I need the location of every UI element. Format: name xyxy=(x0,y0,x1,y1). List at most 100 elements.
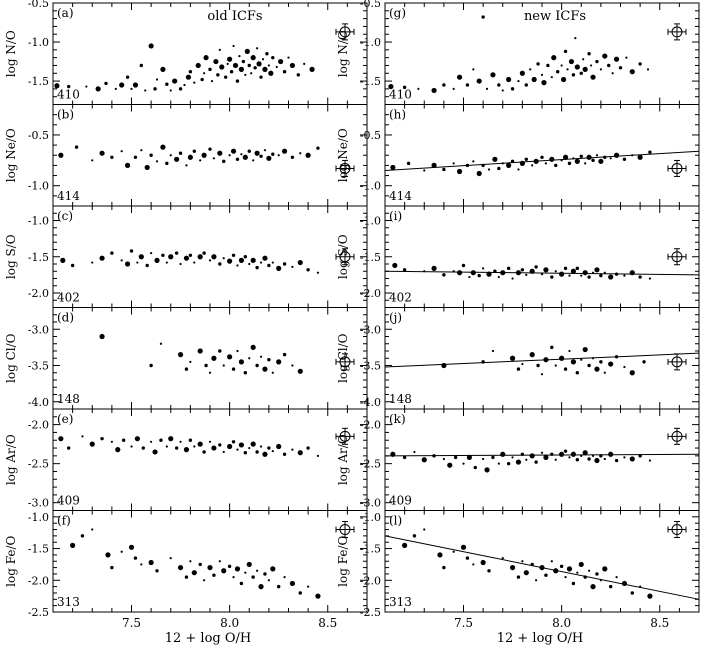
data-point xyxy=(290,155,295,159)
data-point xyxy=(159,438,163,442)
sample-count: 148 xyxy=(389,392,412,406)
panel-letter: (e) xyxy=(57,412,73,426)
data-point xyxy=(506,76,512,83)
y-tick-label: -0.5 xyxy=(360,0,381,10)
errorbar-symbol xyxy=(667,248,687,266)
data-point xyxy=(183,83,186,87)
data-point xyxy=(232,44,235,48)
data-point xyxy=(566,566,573,572)
data-point xyxy=(252,159,255,162)
panel-letter: (g) xyxy=(389,6,406,20)
data-point xyxy=(485,87,489,90)
data-point xyxy=(259,355,263,358)
fit-line xyxy=(384,270,700,276)
data-point xyxy=(236,349,239,353)
data-point xyxy=(227,564,232,569)
data-point xyxy=(402,85,407,90)
y-tick-label: -1.0 xyxy=(360,36,381,49)
data-point xyxy=(222,364,225,367)
data-point xyxy=(197,254,203,260)
data-point xyxy=(193,261,196,264)
data-point xyxy=(575,371,580,375)
data-point xyxy=(516,367,521,371)
data-point xyxy=(212,157,216,160)
data-point xyxy=(447,462,453,468)
data-point xyxy=(388,83,394,90)
data-point xyxy=(460,544,467,550)
data-point xyxy=(579,154,583,158)
data-point xyxy=(510,87,515,91)
data-point xyxy=(174,446,179,450)
panel-letter: (c) xyxy=(57,209,73,223)
data-point xyxy=(492,156,498,162)
data-point xyxy=(506,461,511,466)
data-point xyxy=(540,155,544,159)
data-point xyxy=(169,154,172,157)
data-point xyxy=(222,257,225,260)
data-point xyxy=(563,367,568,371)
data-point xyxy=(587,52,591,56)
data-point xyxy=(587,275,591,279)
data-point xyxy=(236,264,239,267)
data-point xyxy=(246,561,252,568)
data-point xyxy=(591,158,595,163)
y-tick-label: -2.0 xyxy=(28,419,49,432)
data-point xyxy=(579,71,583,75)
data-point xyxy=(228,154,231,157)
y-tick-label: -1.0 xyxy=(28,180,49,193)
data-point xyxy=(482,457,485,461)
data-point xyxy=(595,572,599,576)
data-point xyxy=(161,253,165,257)
errorbar-symbol xyxy=(667,427,687,445)
data-point xyxy=(570,359,577,365)
data-point xyxy=(259,261,263,264)
y-tick-label: -1.5 xyxy=(28,543,49,556)
data-point xyxy=(155,569,159,573)
data-point xyxy=(306,268,310,272)
data-point xyxy=(570,451,577,457)
data-point xyxy=(226,62,229,65)
data-point xyxy=(216,73,220,77)
data-point xyxy=(594,267,600,273)
data-point xyxy=(550,560,553,563)
data-point xyxy=(431,87,437,94)
data-point xyxy=(613,56,620,62)
panel-letter: (f) xyxy=(57,514,71,528)
data-point xyxy=(58,436,64,442)
data-point xyxy=(207,564,213,571)
data-point xyxy=(484,467,490,473)
data-point xyxy=(256,47,259,50)
data-point xyxy=(629,370,635,376)
data-point xyxy=(590,74,596,80)
data-point xyxy=(551,55,557,61)
data-point xyxy=(200,77,204,82)
data-point xyxy=(278,58,284,65)
data-point xyxy=(316,271,320,274)
data-point xyxy=(149,363,153,368)
data-point xyxy=(242,154,248,160)
data-point xyxy=(456,270,463,276)
data-point xyxy=(390,164,396,171)
sample-count: 148 xyxy=(57,392,80,406)
panel-g: -1.5 -1.0 -0.5 log N/O (g) 410 xyxy=(336,0,700,105)
data-point xyxy=(70,542,76,548)
data-point xyxy=(472,160,475,163)
data-point xyxy=(282,70,287,74)
data-point xyxy=(247,63,251,68)
data-point xyxy=(276,443,282,450)
data-point xyxy=(254,150,260,156)
data-point xyxy=(623,456,626,459)
data-point xyxy=(251,575,255,579)
y-axis-label: log Fe/O xyxy=(4,535,18,586)
data-point xyxy=(232,576,235,579)
data-point xyxy=(120,550,123,553)
data-point xyxy=(614,458,619,463)
data-point xyxy=(213,58,219,65)
data-point xyxy=(193,81,196,84)
data-point xyxy=(406,161,411,166)
data-point xyxy=(501,89,504,92)
x-tick-label: 8.5 xyxy=(318,616,337,630)
data-point xyxy=(543,454,549,461)
data-point xyxy=(540,373,544,376)
data-point xyxy=(465,83,470,87)
